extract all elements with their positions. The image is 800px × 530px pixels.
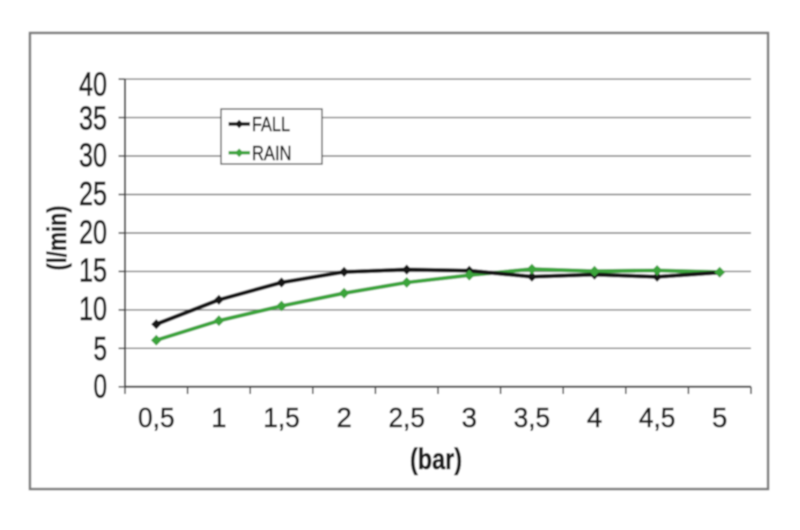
svg-text:20: 20: [79, 213, 107, 250]
svg-text:(l/min): (l/min): [42, 206, 72, 271]
svg-text:40: 40: [79, 65, 107, 102]
svg-text:3: 3: [462, 402, 477, 433]
svg-text:10: 10: [79, 290, 107, 327]
svg-text:1,5: 1,5: [263, 402, 300, 433]
svg-text:25: 25: [79, 175, 107, 212]
svg-text:30: 30: [79, 136, 107, 173]
svg-text:2: 2: [336, 402, 351, 433]
svg-text:1: 1: [211, 402, 226, 433]
svg-text:3,5: 3,5: [514, 402, 551, 433]
svg-text:5: 5: [94, 330, 108, 367]
svg-text:4,5: 4,5: [639, 402, 676, 433]
svg-text:FALL: FALL: [252, 114, 290, 136]
svg-text:15: 15: [79, 252, 107, 289]
svg-text:5: 5: [712, 402, 727, 433]
svg-text:35: 35: [79, 99, 107, 136]
svg-text:2,5: 2,5: [388, 402, 425, 433]
svg-text:0,5: 0,5: [138, 402, 175, 433]
svg-text:4: 4: [587, 402, 602, 433]
svg-text:RAIN: RAIN: [252, 143, 292, 165]
svg-text:(bar): (bar): [410, 443, 462, 476]
svg-text:0: 0: [94, 367, 108, 404]
